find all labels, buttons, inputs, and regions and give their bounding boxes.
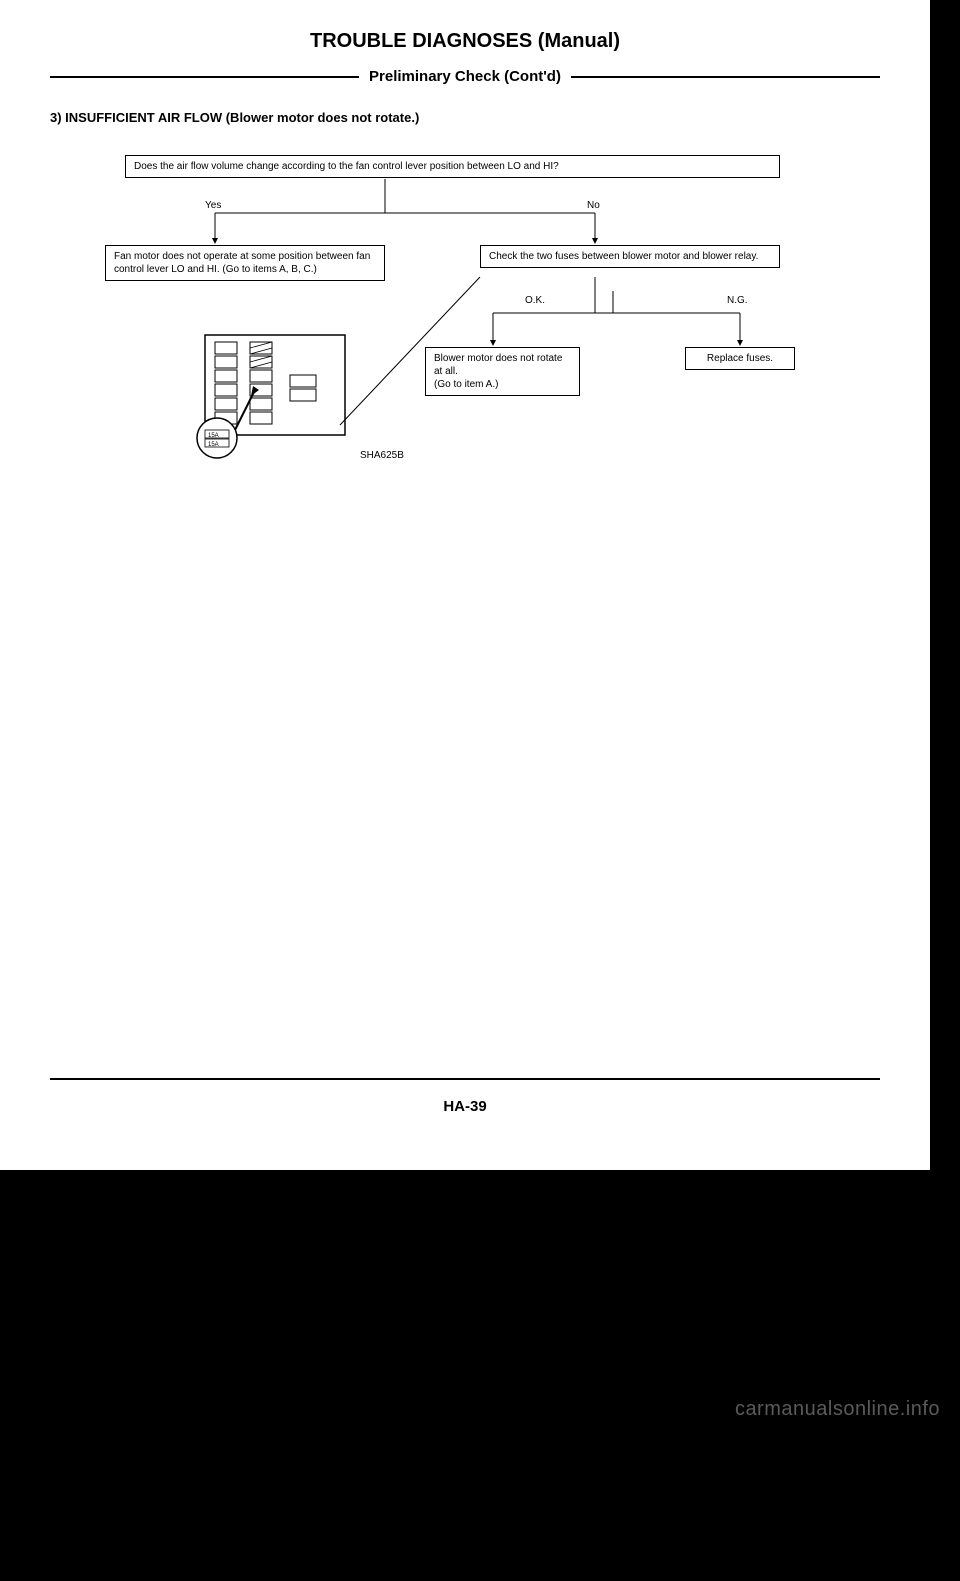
svg-text:15A: 15A <box>208 433 219 439</box>
page-number: HA-39 <box>0 1098 930 1115</box>
figure-ref: SHA625B <box>360 450 404 461</box>
rule-left <box>50 76 359 78</box>
svg-text:15A: 15A <box>208 442 219 448</box>
flow-question: Does the air flow volume change accordin… <box>125 155 780 178</box>
flowchart: Does the air flow volume change accordin… <box>105 155 825 505</box>
page-title: TROUBLE DIAGNOSES (Manual) <box>50 30 880 53</box>
label-ng: N.G. <box>727 295 748 306</box>
flow-right-box: Check the two fuses between blower motor… <box>480 245 780 268</box>
label-no: No <box>587 200 600 211</box>
flow-ng-box: Replace fuses. <box>685 347 795 370</box>
subtitle: Preliminary Check (Cont'd) <box>359 68 571 85</box>
rule-right <box>571 76 880 78</box>
watermark: carmanualsonline.info <box>735 1398 940 1421</box>
fusebox-illustration: 15A 15A <box>195 330 355 460</box>
flow-ok-box: Blower motor does not rotate at all. (Go… <box>425 347 580 396</box>
flow-left-box: Fan motor does not operate at some posit… <box>105 245 385 281</box>
subtitle-row: Preliminary Check (Cont'd) <box>50 68 880 85</box>
label-yes: Yes <box>205 200 221 211</box>
footer-rule <box>50 1078 880 1080</box>
label-ok: O.K. <box>525 295 545 306</box>
page-container: TROUBLE DIAGNOSES (Manual) Preliminary C… <box>0 0 930 1170</box>
section-heading: 3) INSUFFICIENT AIR FLOW (Blower motor d… <box>50 110 880 125</box>
